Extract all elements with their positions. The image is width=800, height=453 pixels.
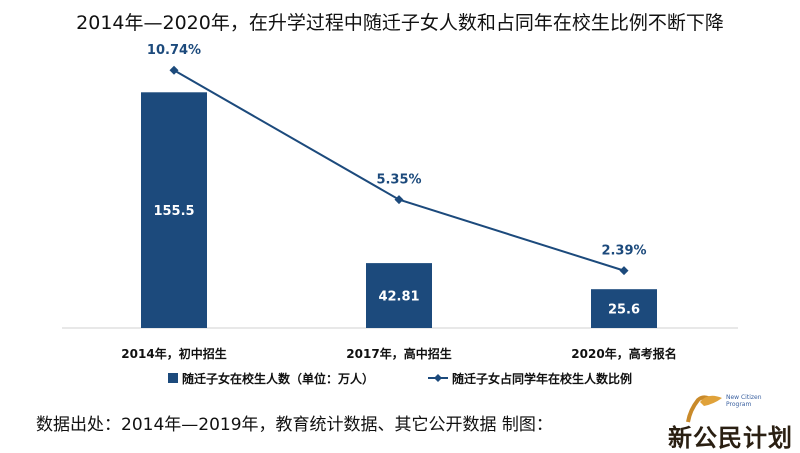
category-label: 2014年，初中招生 — [121, 346, 226, 361]
line-point — [169, 65, 179, 75]
source-note: 数据出处：2014年—2019年，教育统计数据、其它公开数据 制图： — [36, 415, 553, 435]
line-value-label: 5.35% — [376, 173, 421, 188]
combo-chart: 155.5 2014年，初中招生 42.81 2017年，高中招生 25.6 2020年，… — [62, 43, 738, 386]
bar — [591, 289, 657, 328]
legend-swatch-marker — [434, 374, 442, 382]
chart-title: 2014年—2020年，在升学过程中随迁子女人数和占同年在校生比例不断下降 — [76, 12, 724, 34]
mushroom-icon — [686, 395, 722, 423]
bar-value-label: 155.5 — [153, 204, 194, 219]
line-value-label: 10.74% — [147, 43, 201, 58]
legend-label: 随迁子女占同学年在校生人数比例 — [452, 371, 632, 386]
bar-value-label: 42.81 — [378, 290, 419, 305]
line-point — [394, 195, 404, 205]
bar — [141, 92, 207, 328]
legend-swatch-bar — [168, 373, 178, 383]
bar — [366, 263, 432, 328]
logo-text: 新公民计划 — [668, 423, 793, 452]
legend-label: 随迁子女在校生人数（单位：万人） — [182, 371, 374, 386]
series-line — [173, 69, 625, 272]
new-citizen-logo: New Citizen Program 新公民计划 — [668, 392, 792, 452]
category-label: 2017年，高中招生 — [346, 346, 451, 361]
bar-value-label: 25.6 — [608, 303, 640, 318]
line-value-label: 2.39% — [601, 244, 646, 259]
category-label: 2020年，高考报名 — [571, 346, 676, 361]
logo-subtext: New Citizen Program — [726, 394, 762, 408]
line-point — [619, 266, 629, 276]
